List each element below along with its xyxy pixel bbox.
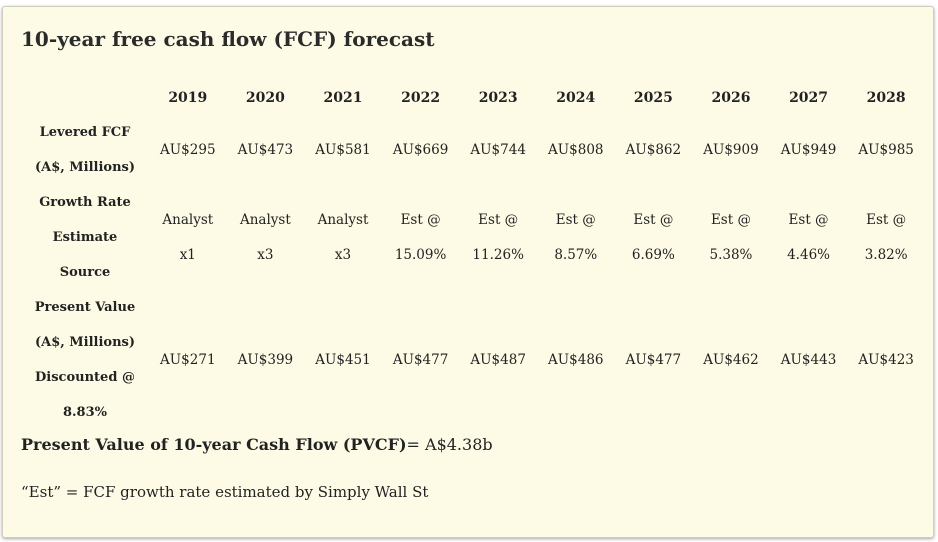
growth-source-rate: 3.82% xyxy=(864,246,908,263)
year-header: 2025 xyxy=(633,89,673,106)
row-label-line: Estimate xyxy=(52,230,118,245)
levered-fcf-cell: AU$473 xyxy=(237,141,294,158)
row-label-line: Discounted @ xyxy=(35,370,135,385)
growth-source-cell: Est @ 15.09% xyxy=(382,185,460,290)
year-header: 2019 xyxy=(168,89,208,106)
present-value-label: Present Value (A$, Millions) Discounted … xyxy=(21,290,149,430)
growth-source-type: Analyst xyxy=(317,211,369,228)
growth-source-cell: Est @ 11.26% xyxy=(459,185,537,290)
levered-fcf-cell: AU$862 xyxy=(625,141,682,158)
growth-source-type: Est @ xyxy=(866,211,907,228)
levered-fcf-cell: AU$949 xyxy=(780,141,837,158)
present-value-row: Present Value (A$, Millions) Discounted … xyxy=(21,290,925,430)
estimate-footnote: “Est” = FCF growth rate estimated by Sim… xyxy=(21,483,429,501)
empty-corner-cell xyxy=(21,80,149,115)
year-header: 2023 xyxy=(478,89,518,106)
present-value-cell: AU$477 xyxy=(392,351,449,368)
present-value-cell: AU$423 xyxy=(858,351,914,368)
growth-source-rate: x3 xyxy=(257,246,274,263)
levered-fcf-label: Levered FCF (A$, Millions) xyxy=(21,115,149,185)
present-value-cell: AU$486 xyxy=(548,351,604,368)
growth-source-cell: Est @ 4.46% xyxy=(770,185,848,290)
present-value-cell: AU$451 xyxy=(315,351,371,368)
pvcf-summary-value: = A$4.38b xyxy=(406,435,493,454)
growth-source-cell: Est @ 5.38% xyxy=(692,185,770,290)
growth-source-rate: 11.26% xyxy=(472,246,524,263)
growth-source-rate: 4.46% xyxy=(787,246,830,263)
growth-source-cell: Est @ 6.69% xyxy=(615,185,693,290)
growth-source-cell: Analyst x1 xyxy=(149,185,227,290)
levered-fcf-cell: AU$669 xyxy=(392,141,449,158)
growth-source-type: Analyst xyxy=(239,211,291,228)
levered-fcf-cell: AU$909 xyxy=(703,141,759,158)
growth-source-type: Est @ xyxy=(633,211,674,228)
row-label-line: (A$, Millions) xyxy=(34,160,136,175)
page-title: 10-year free cash flow (FCF) forecast xyxy=(21,27,435,51)
growth-source-cell: Analyst x3 xyxy=(227,185,305,290)
present-value-cell: AU$399 xyxy=(237,351,294,368)
growth-source-rate: 6.69% xyxy=(631,246,675,263)
pvcf-summary-label: Present Value of 10-year Cash Flow (PVCF… xyxy=(21,435,407,454)
levered-fcf-cell: AU$808 xyxy=(548,141,604,158)
row-label-line: Levered FCF xyxy=(39,125,131,140)
growth-source-rate: x1 xyxy=(179,246,196,263)
present-value-cell: AU$271 xyxy=(160,351,216,368)
growth-source-row: Growth Rate Estimate Source Analyst x1 An… xyxy=(21,185,925,290)
row-label-line: 8.83% xyxy=(62,405,107,420)
year-header: 2026 xyxy=(711,89,751,106)
growth-source-type: Est @ xyxy=(400,211,441,228)
row-label-line: Source xyxy=(59,265,111,280)
levered-fcf-row: Levered FCF (A$, Millions) AU$295 AU$473… xyxy=(21,115,925,185)
present-value-cell: AU$487 xyxy=(470,351,526,368)
growth-source-label: Growth Rate Estimate Source xyxy=(21,185,149,290)
year-header: 2028 xyxy=(866,89,906,106)
year-header-row: 2019 2020 2021 2022 2023 2024 2025 2026 … xyxy=(21,80,925,115)
present-value-cell: AU$477 xyxy=(625,351,682,368)
growth-source-type: Est @ xyxy=(788,211,829,228)
row-label-line: Present Value xyxy=(34,300,136,315)
year-header: 2024 xyxy=(556,89,596,106)
growth-source-type: Est @ xyxy=(478,211,519,228)
pvcf-summary: Present Value of 10-year Cash Flow (PVCF… xyxy=(21,435,493,454)
levered-fcf-cell: AU$295 xyxy=(160,141,216,158)
fcf-forecast-table: 2019 2020 2021 2022 2023 2024 2025 2026 … xyxy=(21,80,925,430)
growth-source-rate: 5.38% xyxy=(709,246,753,263)
year-header: 2022 xyxy=(401,89,441,106)
growth-source-cell: Est @ 8.57% xyxy=(537,185,615,290)
growth-source-type: Est @ xyxy=(710,211,751,228)
present-value-cell: AU$462 xyxy=(703,351,759,368)
fcf-forecast-card: 10-year free cash flow (FCF) forecast 20… xyxy=(2,6,934,538)
growth-source-cell: Analyst x3 xyxy=(304,185,382,290)
row-label-line: (A$, Millions) xyxy=(34,335,136,350)
year-header: 2027 xyxy=(789,89,829,106)
growth-source-rate: 8.57% xyxy=(554,246,598,263)
growth-source-cell: Est @ 3.82% xyxy=(847,185,925,290)
levered-fcf-cell: AU$985 xyxy=(858,141,914,158)
levered-fcf-cell: AU$581 xyxy=(315,141,371,158)
year-header: 2021 xyxy=(323,89,363,106)
growth-source-type: Est @ xyxy=(555,211,596,228)
year-header: 2020 xyxy=(245,89,285,106)
growth-source-type: Analyst xyxy=(162,211,214,228)
row-label-line: Growth Rate xyxy=(39,195,131,210)
present-value-cell: AU$443 xyxy=(780,351,837,368)
levered-fcf-cell: AU$744 xyxy=(470,141,526,158)
growth-source-rate: 15.09% xyxy=(394,246,447,263)
growth-source-rate: x3 xyxy=(334,246,352,263)
